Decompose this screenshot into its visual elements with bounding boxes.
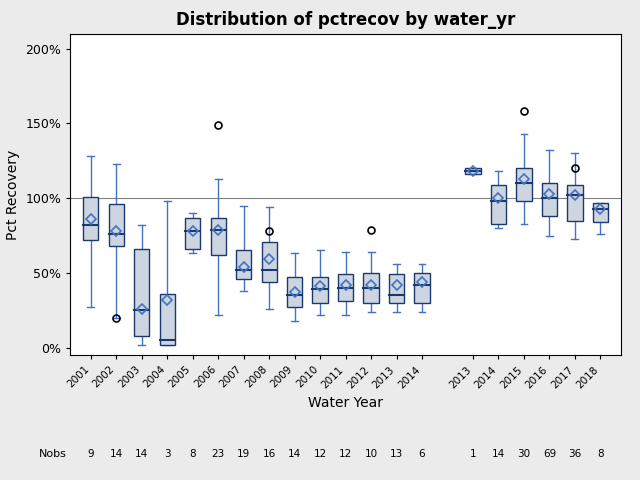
- Text: 6: 6: [419, 449, 426, 458]
- Text: 3: 3: [164, 449, 170, 458]
- Text: 14: 14: [135, 449, 148, 458]
- Text: 14: 14: [109, 449, 123, 458]
- Text: 16: 16: [262, 449, 276, 458]
- FancyBboxPatch shape: [287, 277, 302, 307]
- Text: 8: 8: [189, 449, 196, 458]
- FancyBboxPatch shape: [364, 273, 379, 303]
- FancyBboxPatch shape: [312, 277, 328, 303]
- Text: 12: 12: [339, 449, 352, 458]
- Text: 1: 1: [470, 449, 476, 458]
- FancyBboxPatch shape: [134, 249, 149, 336]
- FancyBboxPatch shape: [542, 183, 557, 216]
- Text: 14: 14: [492, 449, 505, 458]
- Text: 36: 36: [568, 449, 582, 458]
- FancyBboxPatch shape: [338, 275, 353, 301]
- FancyBboxPatch shape: [83, 197, 99, 240]
- FancyBboxPatch shape: [567, 185, 582, 221]
- Title: Distribution of pctrecov by water_yr: Distribution of pctrecov by water_yr: [176, 11, 515, 29]
- FancyBboxPatch shape: [109, 204, 124, 246]
- FancyBboxPatch shape: [389, 275, 404, 303]
- FancyBboxPatch shape: [211, 217, 226, 255]
- FancyBboxPatch shape: [415, 273, 429, 303]
- Text: 69: 69: [543, 449, 556, 458]
- FancyBboxPatch shape: [516, 168, 532, 201]
- Text: 23: 23: [212, 449, 225, 458]
- FancyBboxPatch shape: [491, 185, 506, 224]
- Text: Nobs: Nobs: [39, 449, 67, 458]
- FancyBboxPatch shape: [262, 241, 277, 282]
- FancyBboxPatch shape: [185, 217, 200, 249]
- Text: 10: 10: [365, 449, 378, 458]
- Text: 12: 12: [314, 449, 327, 458]
- FancyBboxPatch shape: [465, 168, 481, 174]
- Text: 9: 9: [88, 449, 94, 458]
- FancyBboxPatch shape: [159, 294, 175, 345]
- Text: 8: 8: [597, 449, 604, 458]
- Text: 19: 19: [237, 449, 250, 458]
- X-axis label: Water Year: Water Year: [308, 396, 383, 409]
- Text: 13: 13: [390, 449, 403, 458]
- Text: 14: 14: [288, 449, 301, 458]
- Text: 30: 30: [517, 449, 531, 458]
- Y-axis label: Pct Recovery: Pct Recovery: [6, 149, 20, 240]
- FancyBboxPatch shape: [236, 251, 252, 279]
- FancyBboxPatch shape: [593, 203, 608, 222]
